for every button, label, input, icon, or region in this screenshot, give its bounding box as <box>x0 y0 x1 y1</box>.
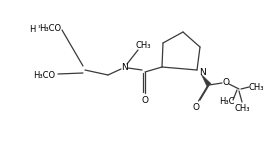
Text: CH₃: CH₃ <box>234 103 250 112</box>
Text: CH₃: CH₃ <box>135 41 151 50</box>
Text: H₃CO: H₃CO <box>33 71 55 80</box>
Text: O: O <box>222 78 230 86</box>
Text: O: O <box>141 95 149 104</box>
Text: N: N <box>121 62 127 71</box>
Text: ₃: ₃ <box>38 24 40 29</box>
Text: H: H <box>29 24 35 34</box>
Text: H₃C: H₃C <box>219 97 235 106</box>
Text: O: O <box>192 103 199 112</box>
Text: N: N <box>199 67 205 76</box>
Text: H₃CO: H₃CO <box>39 24 61 32</box>
Polygon shape <box>201 74 211 86</box>
Text: CH₃: CH₃ <box>248 82 264 91</box>
